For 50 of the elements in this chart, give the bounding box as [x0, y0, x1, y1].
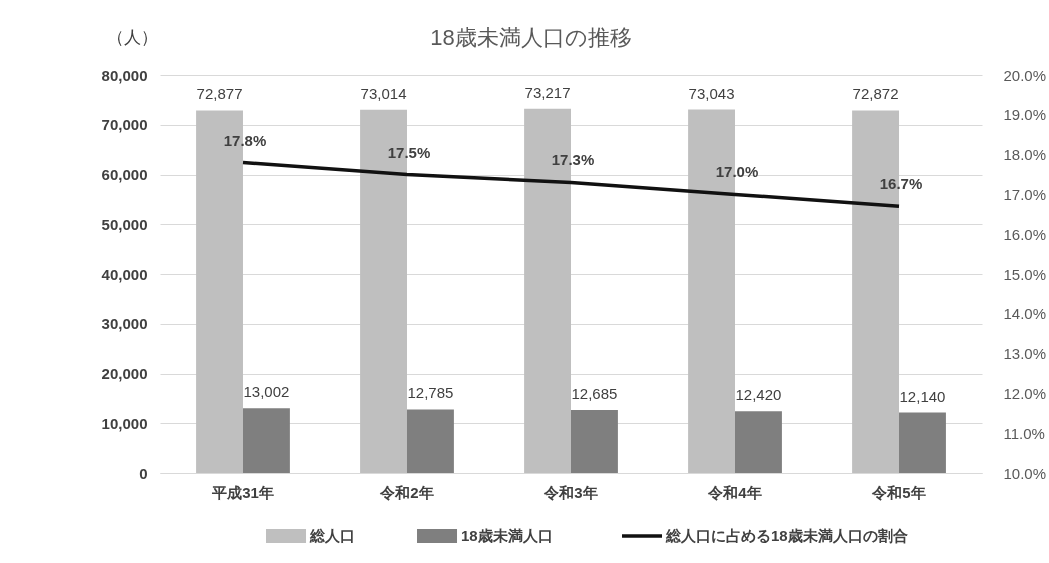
y-tick-label: 70,000 — [101, 116, 148, 134]
y2-tick-label: 11.0% — [1003, 424, 1045, 442]
y-tick-label: 80,000 — [101, 66, 148, 84]
y-tick-label: 10,000 — [101, 414, 148, 432]
y2-tick-label: 16.0% — [1003, 225, 1047, 243]
data-label: 72,872 — [852, 85, 899, 103]
y-tick-label: 60,000 — [101, 166, 148, 183]
data-label: 73,014 — [360, 84, 407, 102]
y2-tick-label: 19.0% — [1003, 106, 1047, 124]
chart-title: 18歳未満人口の推移 — [430, 25, 632, 50]
y-tick-label: 0 — [139, 464, 148, 482]
y-axis-title: （人） — [107, 27, 158, 47]
data-label: 12,785 — [407, 384, 454, 402]
y2-tick-label: 18.0% — [1003, 146, 1047, 164]
data-label: 73,217 — [524, 83, 571, 101]
y-tick-label: 30,000 — [101, 315, 148, 333]
data-label: 17.0% — [715, 163, 759, 181]
x-tick-label: 令和5年 — [871, 483, 926, 501]
data-label: 72,877 — [196, 85, 243, 103]
data-label: 12,420 — [735, 386, 782, 404]
data-label: 12,140 — [899, 387, 946, 405]
legend-label: 総人口 — [309, 527, 356, 544]
legend-label: 18歳未満人口 — [461, 527, 553, 544]
bar — [242, 408, 290, 473]
data-label: 73,043 — [688, 84, 735, 102]
y2-tick-label: 10.0% — [1003, 464, 1047, 482]
y2-tick-label: 20.0% — [1003, 66, 1047, 84]
data-label: 17.3% — [551, 151, 595, 169]
data-label: 16.7% — [879, 175, 923, 193]
y2-tick-label: 17.0% — [1003, 185, 1047, 203]
data-label: 17.8% — [223, 131, 267, 149]
bar — [406, 409, 454, 473]
bar — [735, 411, 782, 473]
y2-tick-label: 13.0% — [1003, 345, 1047, 363]
y2-tick-label: 12.0% — [1003, 384, 1047, 402]
bar — [571, 409, 618, 473]
y2-tick-label: 15.0% — [1003, 265, 1047, 283]
x-tick-label: 令和2年 — [379, 483, 434, 501]
legend-label: 総人口に占める18歳未満人口の割合 — [665, 527, 908, 544]
x-tick-label: 令和4年 — [707, 483, 762, 501]
x-tick-label: 令和3年 — [543, 483, 598, 501]
y-tick-label: 50,000 — [101, 215, 148, 233]
bar — [899, 412, 946, 473]
y2-tick-label: 14.0% — [1003, 305, 1047, 323]
y-tick-label: 20,000 — [101, 365, 148, 382]
y-tick-label: 40,000 — [101, 265, 148, 283]
data-label: 12,685 — [571, 384, 618, 402]
data-label: 13,002 — [243, 383, 290, 401]
data-label: 17.5% — [387, 143, 431, 161]
x-tick-label: 平成31年 — [211, 483, 274, 501]
